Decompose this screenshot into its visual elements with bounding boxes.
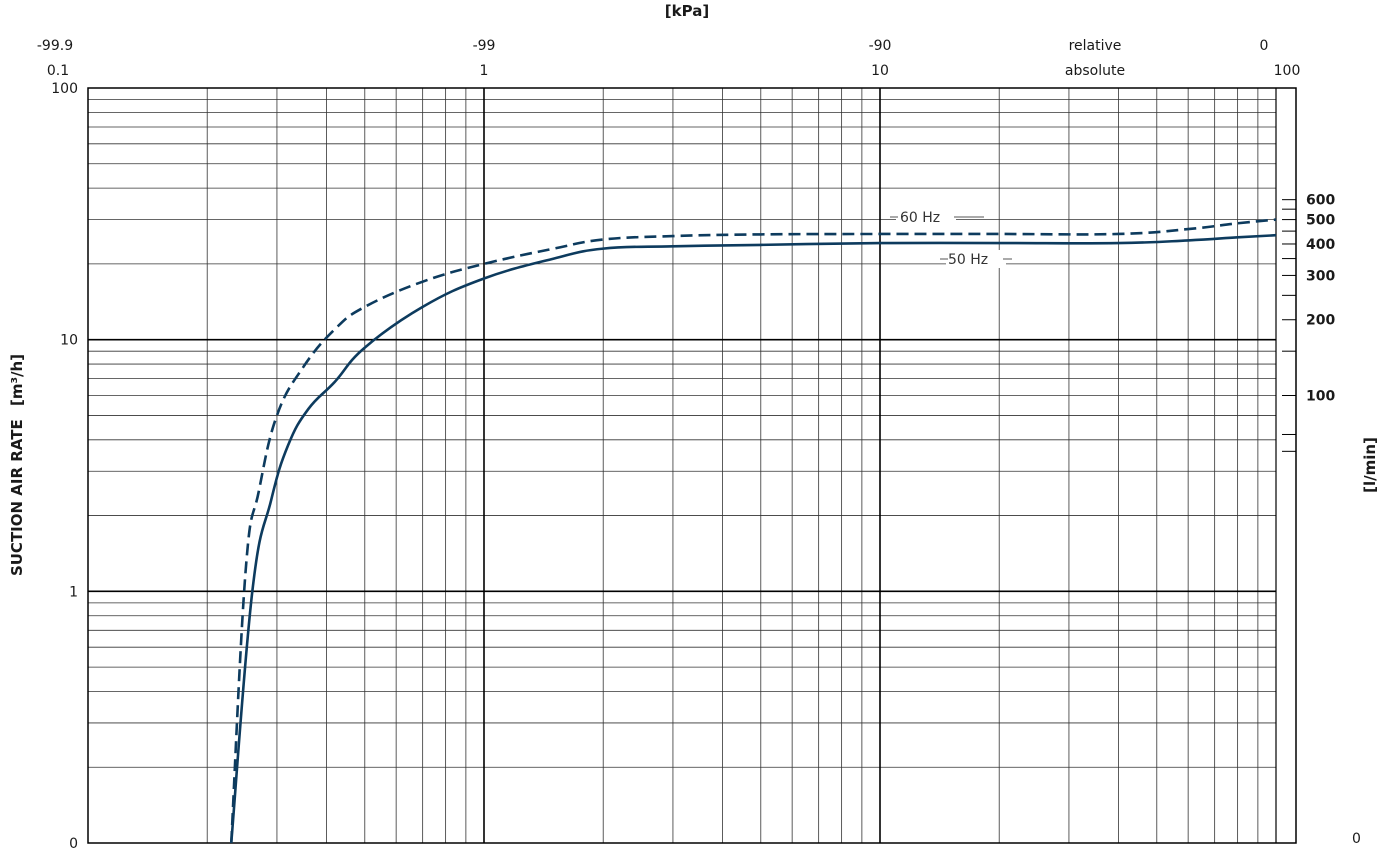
plot-frame	[87, 87, 1297, 844]
top-scale-absolute-name: absolute	[1065, 63, 1125, 79]
left-axis-unit: [m³/h]	[8, 354, 26, 406]
left-tick-label: 100	[51, 81, 78, 97]
right-tick-label: 300	[1306, 268, 1335, 284]
top-tick-absolute-label: 100	[1274, 63, 1301, 79]
top-tick-absolute-label: 1	[480, 63, 489, 79]
left-axis-title-text: SUCTION AIR RATE	[8, 419, 26, 576]
top-tick-relative-label: -99	[473, 38, 496, 54]
series-layer	[229, 218, 1277, 844]
right-tick-label: 200	[1306, 313, 1335, 329]
right-bottom-tick-label: 0	[1352, 831, 1361, 847]
right-tick-label: 400	[1306, 237, 1335, 253]
right-tick-label: 100	[1306, 388, 1335, 404]
series-label-60hz-group: 60 Hz	[890, 208, 984, 226]
series-label-50hz: 50 Hz	[948, 252, 988, 268]
series-line-50-hz	[229, 233, 1277, 844]
left-tick-label: 0	[69, 836, 78, 850]
left-axis-title: SUCTION AIR RATE [m³/h]	[8, 354, 26, 576]
major-grid	[88, 88, 1277, 843]
top-scale-relative-name: relative	[1069, 38, 1122, 54]
top-tick-relative-label: -90	[869, 38, 892, 54]
left-tick-label: 1	[69, 584, 78, 600]
top-tick-absolute-label: 10	[871, 63, 889, 79]
top-tick-absolute-label: 0.1	[47, 63, 69, 79]
right-tick-label: 600	[1306, 193, 1335, 209]
left-tick-label: 10	[60, 333, 78, 349]
minor-grid	[88, 88, 1276, 843]
right-tick-labels: 600 500 400 300 200 100	[1282, 193, 1335, 452]
top-tick-relative-label: -99.9	[37, 38, 73, 54]
right-axis-title: [l/min]	[1361, 437, 1379, 493]
right-tick-label: 500	[1306, 213, 1335, 229]
top-tick-relative-label: 0	[1260, 38, 1269, 54]
series-label-60hz: 60 Hz	[900, 210, 940, 226]
top-axis-title: [kPa]	[665, 2, 709, 20]
series-line-60-hz	[229, 218, 1277, 844]
series-label-50hz-group: 50 Hz	[940, 250, 1012, 268]
top-tick-labels: -99.9 -99 -90 0 0.1 1 10 100	[37, 38, 1300, 79]
